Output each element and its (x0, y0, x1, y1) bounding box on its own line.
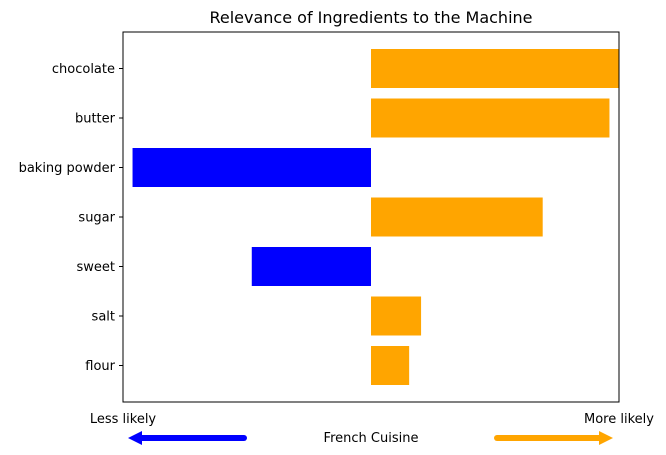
bar-sugar (371, 197, 543, 237)
y-tick-label: butter (75, 112, 116, 127)
less-likely-label: Less likely (90, 412, 157, 427)
more-likely-arrow (494, 431, 613, 445)
y-tick-label: sweet (77, 260, 116, 275)
y-tick-label: salt (92, 310, 115, 325)
bar-chocolate (371, 49, 619, 88)
plot-frame (122, 31, 620, 403)
more-likely-label: More likely (584, 412, 654, 427)
bar-butter (371, 98, 610, 138)
chart-title: Relevance of Ingredients to the Machine (209, 8, 532, 27)
y-tick-label: chocolate (52, 62, 115, 77)
bar-baking-powder (132, 148, 371, 187)
bar-sweet (251, 247, 371, 286)
x-axis-label: French Cuisine (324, 431, 419, 446)
y-ticks-group: chocolate butter baking powder sugar sweet sa… (19, 62, 123, 374)
bar-salt (371, 296, 422, 336)
y-tick-label: flour (85, 359, 115, 374)
y-tick-label: baking powder (19, 161, 116, 176)
less-likely-arrow (128, 431, 247, 445)
bars-group (132, 49, 619, 385)
bar-flour (371, 346, 410, 385)
y-tick-label: sugar (78, 211, 115, 226)
